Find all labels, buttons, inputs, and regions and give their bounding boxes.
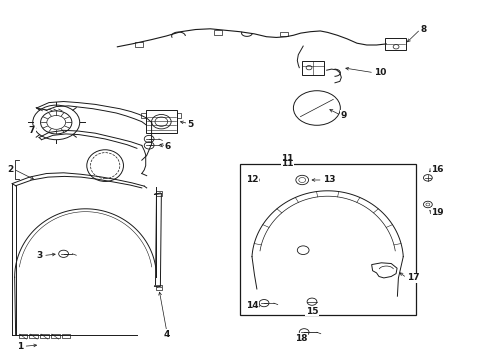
Bar [279,32,287,36]
Text: 9: 9 [340,111,346,120]
Bar [146,110,176,133]
Bar [40,334,49,338]
Text: 16: 16 [430,165,443,174]
Text: 18: 18 [294,334,307,343]
Text: 14: 14 [245,302,258,310]
Bar [51,334,60,338]
Text: 17: 17 [406,274,419,282]
Text: 5: 5 [186,120,193,129]
Bar [61,334,70,338]
Text: 10: 10 [373,68,386,77]
Text: 13: 13 [322,175,335,184]
Bar [176,113,181,118]
Text: 2: 2 [7,165,14,174]
Text: 6: 6 [164,143,171,152]
Text: 11: 11 [281,159,293,168]
Text: 11: 11 [281,154,293,163]
Text: 19: 19 [430,208,443,217]
Bar [155,285,162,290]
Text: 3: 3 [37,251,43,260]
Text: 8: 8 [420,24,426,33]
Bar [302,61,323,75]
Bar [19,334,27,338]
Bar [239,164,415,315]
Text: 15: 15 [305,306,318,315]
Text: 1: 1 [17,342,23,351]
Bar [213,30,221,35]
Bar [141,113,146,118]
Bar [155,191,162,196]
Text: 7: 7 [29,126,35,135]
Bar [135,42,143,47]
Bar [29,334,38,338]
Text: 12: 12 [245,175,258,184]
Text: 4: 4 [163,330,170,338]
